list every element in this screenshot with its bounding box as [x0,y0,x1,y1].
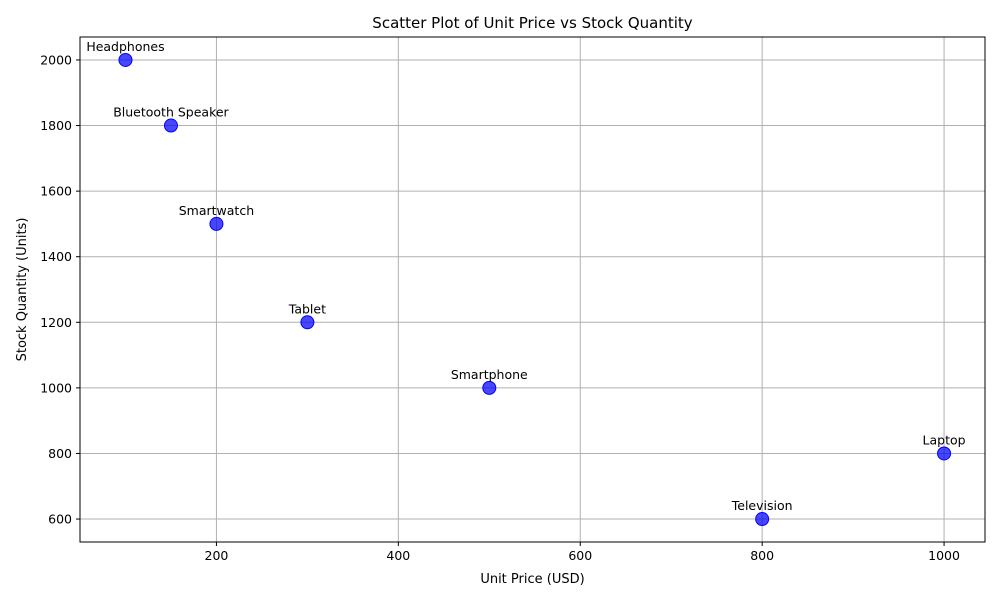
data-point [163,118,178,133]
x-tick-label: 600 [568,548,592,563]
y-axis-label: Stock Quantity (Units) [15,218,30,362]
y-tick-label: 1400 [40,249,72,264]
axis-ticks: 200 400 600 800 1000 600 800 1000 1200 1400 1600 18… [40,52,960,563]
point-label: Headphones [86,39,164,54]
data-point [118,52,133,67]
data-point [482,380,497,395]
data-point [755,512,770,527]
y-tick-label: 2000 [40,52,72,67]
x-tick-label: 200 [205,548,229,563]
x-tick-label: 800 [750,548,774,563]
x-tick-label: 400 [386,548,410,563]
data-point [937,446,952,461]
y-tick-label: 800 [48,446,72,461]
point-label: Television [731,498,793,513]
point-label: Smartphone [451,367,528,382]
plot-frame [79,36,986,543]
data-point [300,315,315,330]
grid [80,37,985,542]
data-point [209,216,224,231]
y-tick-label: 1800 [40,118,72,133]
point-label: Smartwatch [179,203,254,218]
y-tick-label: 1000 [40,380,72,395]
x-axis-label: Unit Price (USD) [480,572,584,587]
y-tick-label: 600 [48,512,72,527]
point-label: Laptop [923,432,966,447]
point-labels: Headphones Bluetooth Speaker Smartwatch Tab… [86,39,965,513]
point-label: Tablet [288,301,326,316]
data-points [118,52,952,527]
y-tick-label: 1600 [40,184,72,199]
chart-title: Scatter Plot of Unit Price vs Stock Quan… [372,14,692,32]
y-tick-label: 1200 [40,315,72,330]
x-tick-label: 1000 [928,548,960,563]
point-label: Bluetooth Speaker [113,105,229,120]
